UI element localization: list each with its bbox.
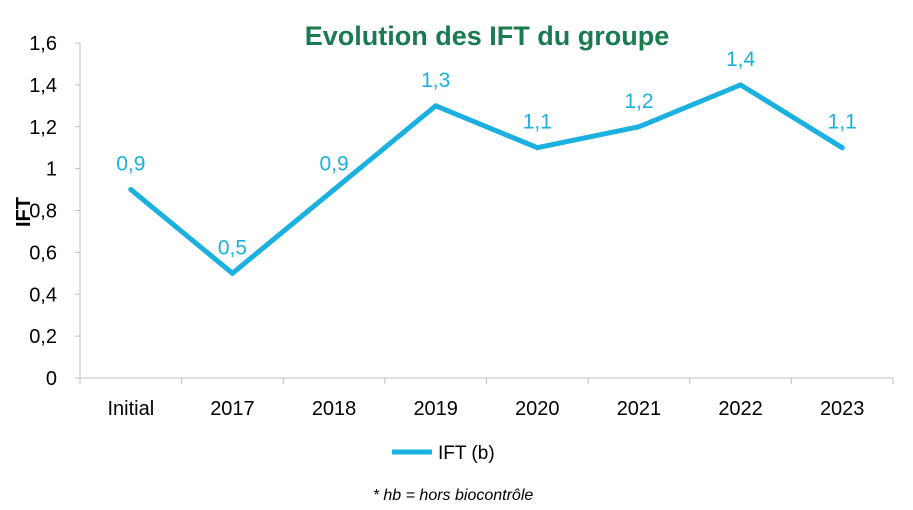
data-labels: 0,9 0,5 0,9 1,3 1,1 1,2 1,4 1,1 [116,48,857,259]
legend: IFT (b) [392,443,495,464]
data-label: 1,3 [421,69,450,92]
data-point [433,103,439,109]
y-tick-label: 1,2 [29,117,57,139]
data-point [839,145,845,151]
x-tick-label: 2018 [312,398,357,420]
x-tick-labels: Initial 2017 2018 2019 2020 2021 2022 2023 [107,398,864,420]
data-label: 1,2 [624,90,653,113]
axes [75,42,894,384]
y-tick-label: 0,8 [29,201,57,223]
data-point [636,124,642,130]
data-label: 1,1 [828,111,857,134]
data-point [738,82,744,88]
x-tick-label: 2021 [617,398,662,420]
chart-title: Evolution des IFT du groupe [305,21,670,51]
data-label: 0,5 [218,236,247,259]
y-tick-label: 0 [46,368,57,390]
series [128,82,845,276]
data-point [534,145,540,151]
y-axis-label: IFT [13,197,35,227]
y-tick-label: 1,6 [29,33,57,55]
footnote: * hb = hors biocontrôle [373,487,534,504]
data-label: 1,1 [523,111,552,134]
x-tick-label: Initial [107,398,154,420]
legend-label: IFT (b) [438,443,495,464]
y-tick-label: 1 [46,159,57,181]
y-tick-label: 0,2 [29,326,57,348]
x-tick-label: 2022 [718,398,763,420]
data-label: 0,9 [319,153,348,176]
y-tick-labels: 0 0,2 0,4 0,6 0,8 1 1,2 1,4 1,6 [29,33,57,390]
data-point [128,187,134,193]
x-tick-label: 2019 [413,398,458,420]
y-tick-label: 1,4 [29,75,57,97]
data-point [229,270,235,276]
data-label: 0,9 [116,153,145,176]
data-point [331,187,337,193]
y-tick-label: 0,6 [29,242,57,264]
y-tick-label: 0,4 [29,284,57,306]
x-tick-label: 2023 [820,398,865,420]
series-line [128,82,845,276]
data-label: 1,4 [726,48,756,71]
x-tick-label: 2017 [210,398,255,420]
x-tick-label: 2020 [515,398,560,420]
